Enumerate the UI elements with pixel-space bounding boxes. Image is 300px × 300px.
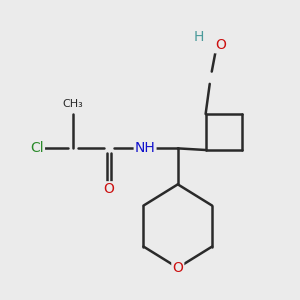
Text: O: O	[172, 261, 183, 275]
Text: O: O	[104, 182, 115, 196]
Text: NH: NH	[135, 141, 155, 155]
Text: O: O	[215, 38, 226, 52]
Text: CH₃: CH₃	[63, 99, 83, 109]
Text: H: H	[194, 30, 204, 44]
Text: Cl: Cl	[30, 141, 44, 155]
